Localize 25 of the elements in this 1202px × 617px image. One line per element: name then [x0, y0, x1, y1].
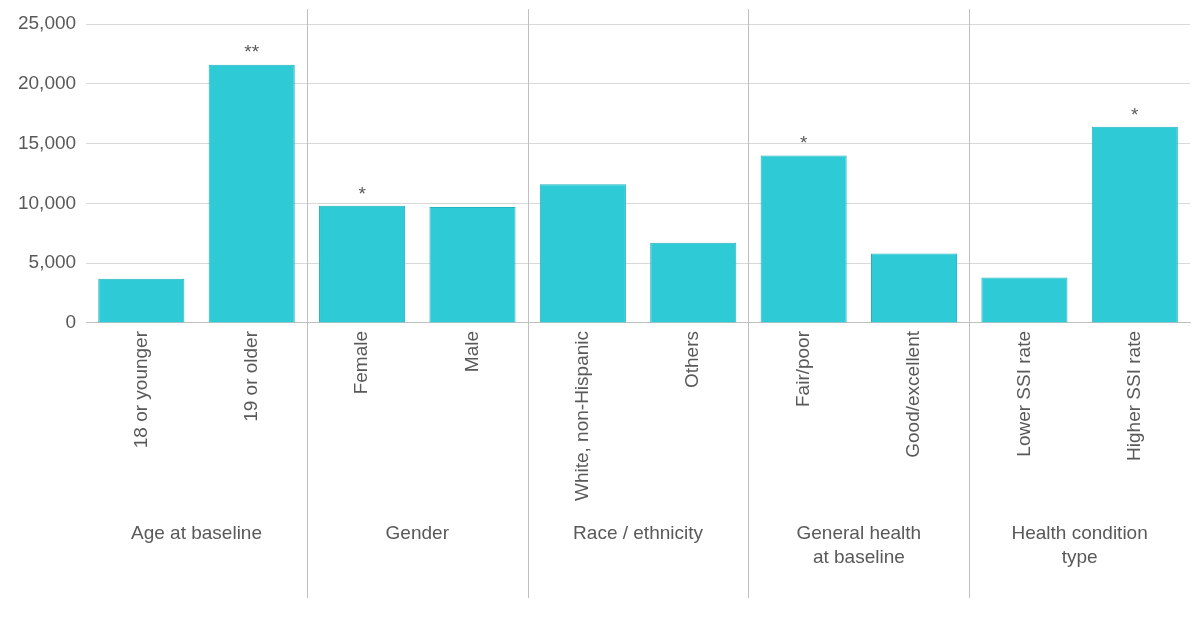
text: Age at baseline: [131, 521, 262, 543]
x-tick-label: Fair/poor: [791, 330, 813, 408]
x-tick-label: 18 or younger: [129, 330, 151, 449]
x-tick-label: Higher SSI rate: [1123, 330, 1145, 461]
y-tick-label: 20,000: [17, 72, 77, 94]
x-tick-label: Female: [350, 330, 372, 395]
annotation: *: [799, 132, 808, 154]
y-tick-label: 0: [65, 311, 77, 333]
x-tick-label: White, non-Hispanic: [571, 330, 593, 502]
x-tick-label: Others: [681, 330, 703, 389]
annotation: **: [244, 41, 260, 63]
x-tick-label: Lower SSI rate: [1012, 330, 1034, 457]
x-tick-label: 19 or older: [239, 330, 261, 422]
text: Health condition type: [1011, 521, 1148, 567]
x-tick-label: Male: [460, 330, 482, 373]
text: Race / ethnicity: [573, 521, 704, 543]
y-tick-label: 25,000: [17, 12, 77, 34]
text: Gender: [385, 521, 450, 543]
y-tick-label: 5,000: [28, 251, 77, 273]
y-tick-label: 15,000: [17, 131, 77, 153]
y-tick-label: 10,000: [17, 191, 77, 213]
text: General health at baseline: [796, 521, 922, 567]
annotation: *: [1131, 103, 1140, 125]
annotation: *: [358, 182, 367, 204]
x-tick-label: Good/excellent: [902, 330, 924, 458]
